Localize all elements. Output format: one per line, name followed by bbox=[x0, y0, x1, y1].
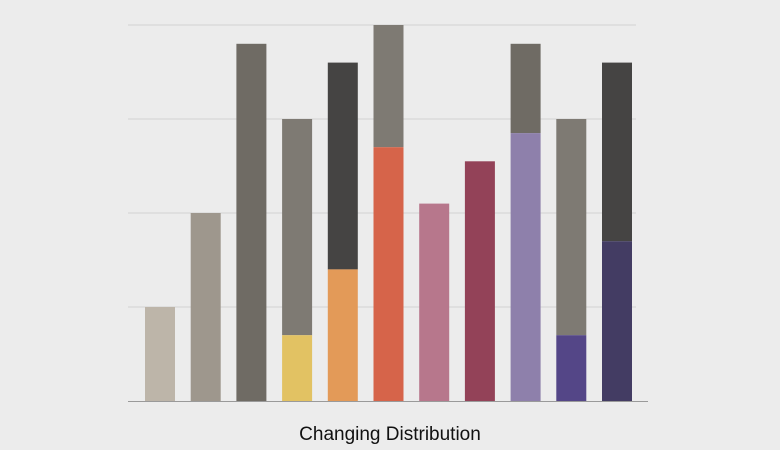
bar-upper-segment bbox=[282, 119, 313, 336]
chart-title: Changing Distribution bbox=[299, 424, 481, 445]
bar-upper-segment bbox=[373, 25, 404, 148]
bar-lower-segment bbox=[282, 335, 313, 401]
bar-lower-segment bbox=[190, 213, 221, 401]
bar-lower-segment bbox=[464, 161, 495, 401]
bar-upper-segment bbox=[510, 43, 541, 134]
bar-lower-segment bbox=[145, 307, 175, 401]
bar-lower-segment bbox=[236, 43, 267, 402]
bar-upper-segment bbox=[602, 62, 632, 242]
bar-upper-segment bbox=[327, 62, 358, 270]
bar-lower-segment bbox=[327, 269, 358, 401]
bar-lower-segment bbox=[602, 241, 632, 401]
bar-lower-segment bbox=[556, 335, 587, 401]
bar-lower-segment bbox=[373, 147, 404, 401]
bar-lower-segment bbox=[510, 133, 541, 401]
bar-upper-segment bbox=[556, 119, 587, 336]
bars bbox=[145, 25, 632, 402]
bar-lower-segment bbox=[419, 203, 450, 401]
